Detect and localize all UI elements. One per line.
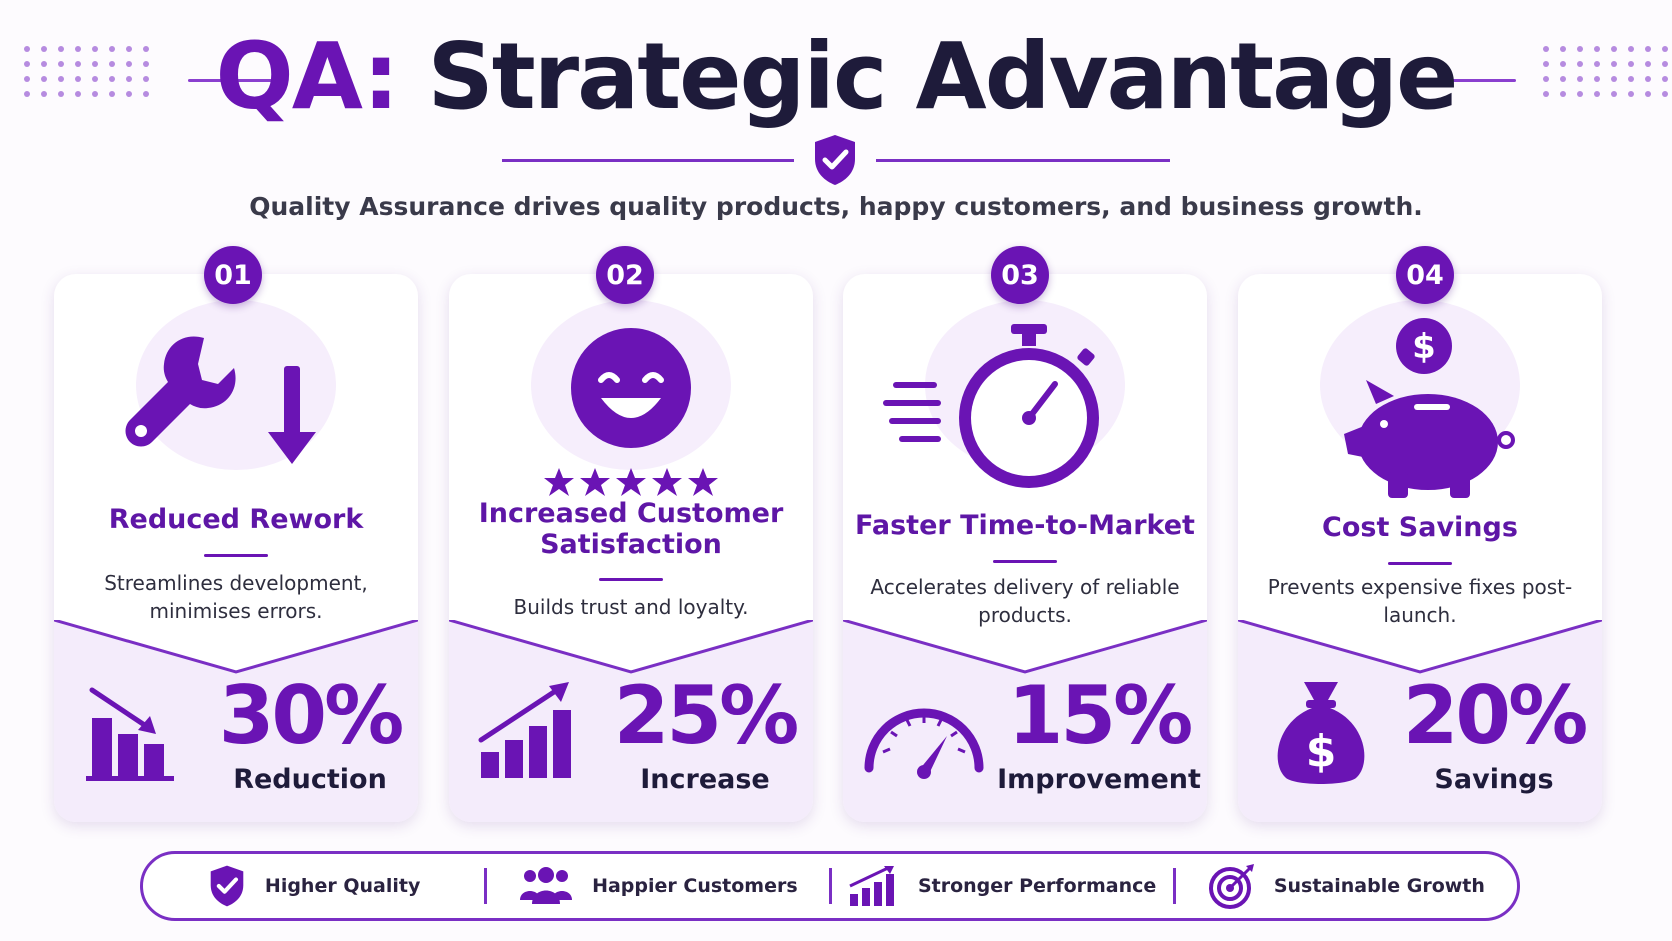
title-main: Strategic Advantage	[427, 23, 1459, 130]
benefit-card-customer-satisfaction: Increased Customer Satisfaction Builds t…	[449, 274, 813, 822]
piggy-bank-coin-icon: $	[1344, 318, 1515, 498]
rising-bar-chart-icon	[478, 682, 571, 778]
stat-value: 30%	[218, 669, 404, 762]
card-description: Prevents expensive fixes post-launch.	[1267, 575, 1573, 627]
footer-label: Happier Customers	[592, 875, 798, 897]
page-title: QA: Strategic Advantage	[0, 26, 1672, 127]
stat-label: Increase	[640, 764, 770, 795]
benefit-card-time-to-market: Faster Time-to-Market Accelerates delive…	[843, 274, 1207, 822]
footer-label: Higher Quality	[264, 875, 421, 897]
card-number-badge: 03	[991, 246, 1049, 304]
decorative-dots-right	[1543, 46, 1670, 97]
card-title: Cost Savings	[1322, 512, 1518, 543]
card-number-badge: 04	[1396, 246, 1454, 304]
footer-label: Stronger Performance	[917, 875, 1157, 897]
benefits-footer-bar: Higher Quality Happier Customers Stronge…	[140, 851, 1520, 921]
title-divider-right	[1424, 79, 1516, 82]
footer-item-higher-quality: Higher Quality	[143, 854, 484, 918]
benefit-card-cost-savings: $ Cost Savings Prevents expensive fixes …	[1238, 274, 1602, 822]
declining-bar-chart-icon	[86, 687, 174, 781]
wrench-down-arrow-icon	[125, 336, 316, 464]
page-subtitle: Quality Assurance drives quality product…	[249, 192, 1423, 221]
stat-label: Savings	[1434, 764, 1554, 795]
money-bag-icon: $	[1277, 682, 1365, 784]
benefit-card-reduced-rework: Reduced Rework Streamlines development, …	[54, 274, 418, 822]
speedometer-icon	[864, 708, 984, 779]
stat-value: 20%	[1402, 669, 1588, 762]
smiley-five-stars-icon	[544, 328, 718, 496]
stat-label: Reduction	[233, 764, 387, 795]
stat-value: 25%	[613, 669, 799, 762]
title-divider-left	[188, 79, 280, 82]
stopwatch-icon	[883, 324, 1099, 488]
subtitle-divider-right	[876, 159, 1170, 162]
card-title: Reduced Rework	[108, 504, 364, 535]
stat-value: 15%	[1007, 669, 1193, 762]
svg-text:$: $	[1306, 726, 1337, 777]
footer-item-stronger-performance: Stronger Performance	[832, 854, 1173, 918]
card-description: Accelerates delivery of reliable product…	[870, 575, 1180, 627]
card-title: Faster Time-to-Market	[855, 510, 1195, 541]
stat-label: Improvement	[997, 764, 1201, 795]
growth-chart-icon	[849, 866, 894, 906]
shield-check-icon	[815, 135, 855, 185]
title-accent: QA:	[215, 23, 400, 130]
card-description: Streamlines development, minimises error…	[104, 571, 368, 623]
footer-label: Sustainable Growth	[1273, 875, 1485, 897]
footer-item-happier-customers: Happier Customers	[487, 854, 828, 918]
card-number-badge: 01	[204, 246, 262, 304]
footer-item-sustainable-growth: Sustainable Growth	[1176, 854, 1517, 918]
card-title: Increased Customer Satisfaction	[478, 498, 784, 561]
target-arrow-icon	[1208, 864, 1254, 909]
decorative-dots-left	[24, 46, 151, 97]
card-number-badge: 02	[596, 246, 654, 304]
people-icon	[520, 867, 573, 904]
svg-text:$: $	[1412, 327, 1436, 367]
shield-check-icon	[210, 865, 244, 907]
subtitle-divider-left	[502, 159, 794, 162]
card-description: Builds trust and loyalty.	[513, 595, 749, 619]
